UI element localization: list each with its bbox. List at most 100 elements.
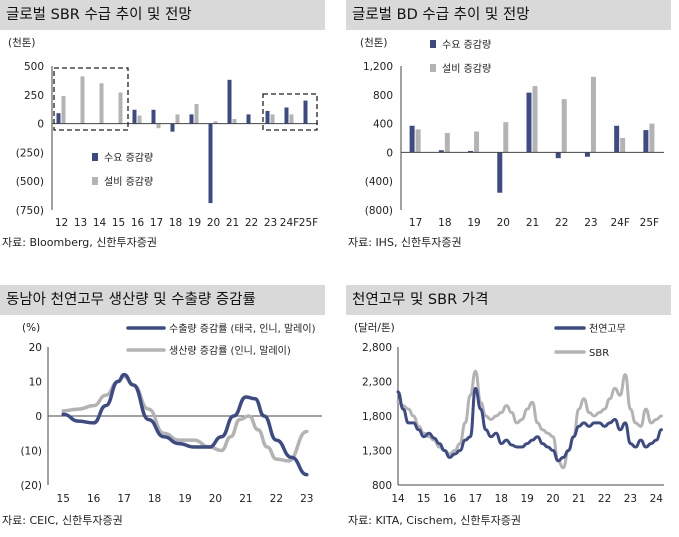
y-tick-label: 500	[24, 61, 44, 73]
unit-label: (%)	[22, 322, 40, 334]
unit-label: (달러/톤)	[354, 322, 395, 334]
source-note: 자료: CEIC, 신한투자증권	[2, 514, 123, 527]
bar-demand	[555, 152, 561, 159]
x-tick-label: 18	[438, 217, 451, 229]
legend-swatch	[430, 40, 436, 48]
x-tick-label: 20	[209, 493, 222, 505]
series-line-0	[61, 372, 309, 477]
y-tick-label: 1,800	[362, 411, 392, 423]
x-tick-label: 20	[497, 217, 510, 229]
rubber-sbr-price-panel: 천연고무 및 SBR 가격 (달러/톤) 800 1,300 1,800 2,300 2,…	[346, 285, 679, 537]
bar-demand	[438, 150, 444, 153]
highlight-box	[262, 93, 318, 131]
legend-label: 수요 증감량	[442, 39, 491, 51]
bar-capacity	[175, 114, 180, 124]
y-tick-label: 1,300	[362, 446, 392, 458]
x-tick-label: 24	[650, 493, 664, 505]
bd-supply-panel: 글로벌 BD 수급 추이 및 전망 (천톤) (800) (400) 0 400 800 1…	[346, 0, 679, 255]
x-tick-label: 16	[131, 217, 145, 229]
panel-title: 글로벌 BD 수급 추이 및 전망	[346, 0, 671, 30]
x-tick-label: 19	[467, 217, 480, 229]
x-tick-label: 15	[417, 493, 430, 505]
bar-capacity	[213, 121, 218, 124]
panel-title: 동남아 천연고무 생산량 및 수출량 증감률	[0, 285, 325, 315]
series-line-1	[61, 374, 309, 463]
source-note: 자료: KITA, Cischem, 신한투자증권	[348, 514, 521, 527]
bar-capacity	[503, 122, 509, 153]
x-tick-label: 21	[526, 217, 539, 229]
bd-bar-chart: (천톤) (800) (400) 0 400 800 1,200 17 18 19 20 21 22 23…	[360, 37, 664, 229]
bar-capacity	[532, 86, 538, 153]
bar-capacity	[156, 123, 161, 129]
bar-capacity	[99, 83, 104, 124]
x-tick-label: 17	[469, 493, 482, 505]
x-tick-label: 15	[57, 493, 70, 505]
panel-title: 천연고무 및 SBR 가격	[346, 285, 671, 315]
bar-demand	[526, 92, 532, 153]
legend-label: 천연고무	[589, 323, 626, 335]
y-tick-label: 400	[373, 119, 393, 131]
x-tick-label: 18	[495, 493, 508, 505]
y-tick-label: 800	[373, 90, 393, 102]
sbr-supply-panel: 글로벌 SBR 수급 추이 및 전망 (천톤) (750) (500) (250) 0 2…	[0, 0, 328, 255]
bar-demand	[56, 113, 61, 124]
legend-label: SBR	[589, 348, 609, 359]
bar-capacity	[649, 123, 655, 153]
x-tick-label: 20	[207, 217, 220, 229]
y-tick-label: 2,800	[362, 342, 392, 354]
x-tick-label: 14	[93, 217, 107, 229]
price-line-chart: (달러/톤) 800 1,300 1,800 2,300 2,800 14 15 16 17 18 1…	[354, 322, 664, 505]
x-tick-label: 24F	[610, 217, 629, 229]
bar-demand	[614, 125, 620, 153]
unit-label: (천톤)	[8, 37, 36, 49]
x-tick-label: 23	[624, 493, 637, 505]
bar-capacity	[444, 132, 450, 153]
legend-label: 설비 증감량	[104, 176, 153, 188]
x-tick-label: 22	[245, 217, 258, 229]
bar-capacity	[590, 76, 596, 153]
x-tick-label: 16	[443, 493, 457, 505]
bar-demand	[468, 150, 474, 153]
legend-swatch	[430, 64, 436, 72]
bar-capacity	[118, 92, 123, 124]
y-tick-label: (20)	[20, 480, 42, 492]
x-tick-label: 17	[150, 217, 163, 229]
bar-capacity	[289, 114, 294, 124]
highlight-box	[53, 67, 129, 131]
y-tick-label: 0	[37, 119, 44, 131]
bar-demand	[409, 125, 415, 153]
x-tick-label: 23	[300, 493, 313, 505]
y-tick-label: 2,300	[362, 377, 392, 389]
source-note: 자료: Bloomberg, 신한투자증권	[2, 236, 157, 249]
legend-label: 수출량 증감률 (태국, 인니, 말레이)	[169, 323, 316, 335]
bar-demand	[246, 114, 251, 124]
bar-capacity	[80, 76, 85, 124]
x-tick-label: 22	[270, 493, 283, 505]
bar-capacity	[474, 131, 480, 153]
x-tick-label: 13	[74, 217, 87, 229]
y-tick-label: 10	[29, 377, 42, 389]
bar-demand	[170, 123, 175, 132]
y-tick-label: 800	[372, 480, 392, 492]
bar-capacity	[137, 115, 142, 124]
x-tick-label: 15	[112, 217, 125, 229]
x-tick-label: 24F	[280, 217, 299, 229]
series-line-1	[396, 369, 663, 470]
x-tick-label: 18	[148, 493, 161, 505]
y-tick-label: (750)	[16, 205, 44, 217]
y-tick-label: 20	[29, 342, 42, 354]
bar-capacity	[561, 99, 567, 153]
bar-capacity	[620, 138, 626, 153]
x-tick-label: 12	[55, 217, 68, 229]
x-tick-label: 22	[555, 217, 568, 229]
x-tick-label: 19	[178, 493, 191, 505]
legend-label: 생산량 증감률 (인니, 말레이)	[169, 345, 291, 357]
bar-demand	[303, 100, 308, 124]
y-tick-label: (10)	[20, 446, 42, 458]
x-tick-label: 18	[169, 217, 182, 229]
y-tick-label: (250)	[16, 147, 44, 159]
bar-demand	[584, 152, 590, 157]
bar-capacity	[415, 129, 421, 153]
bar-demand	[284, 107, 289, 124]
bar-demand	[151, 109, 156, 124]
